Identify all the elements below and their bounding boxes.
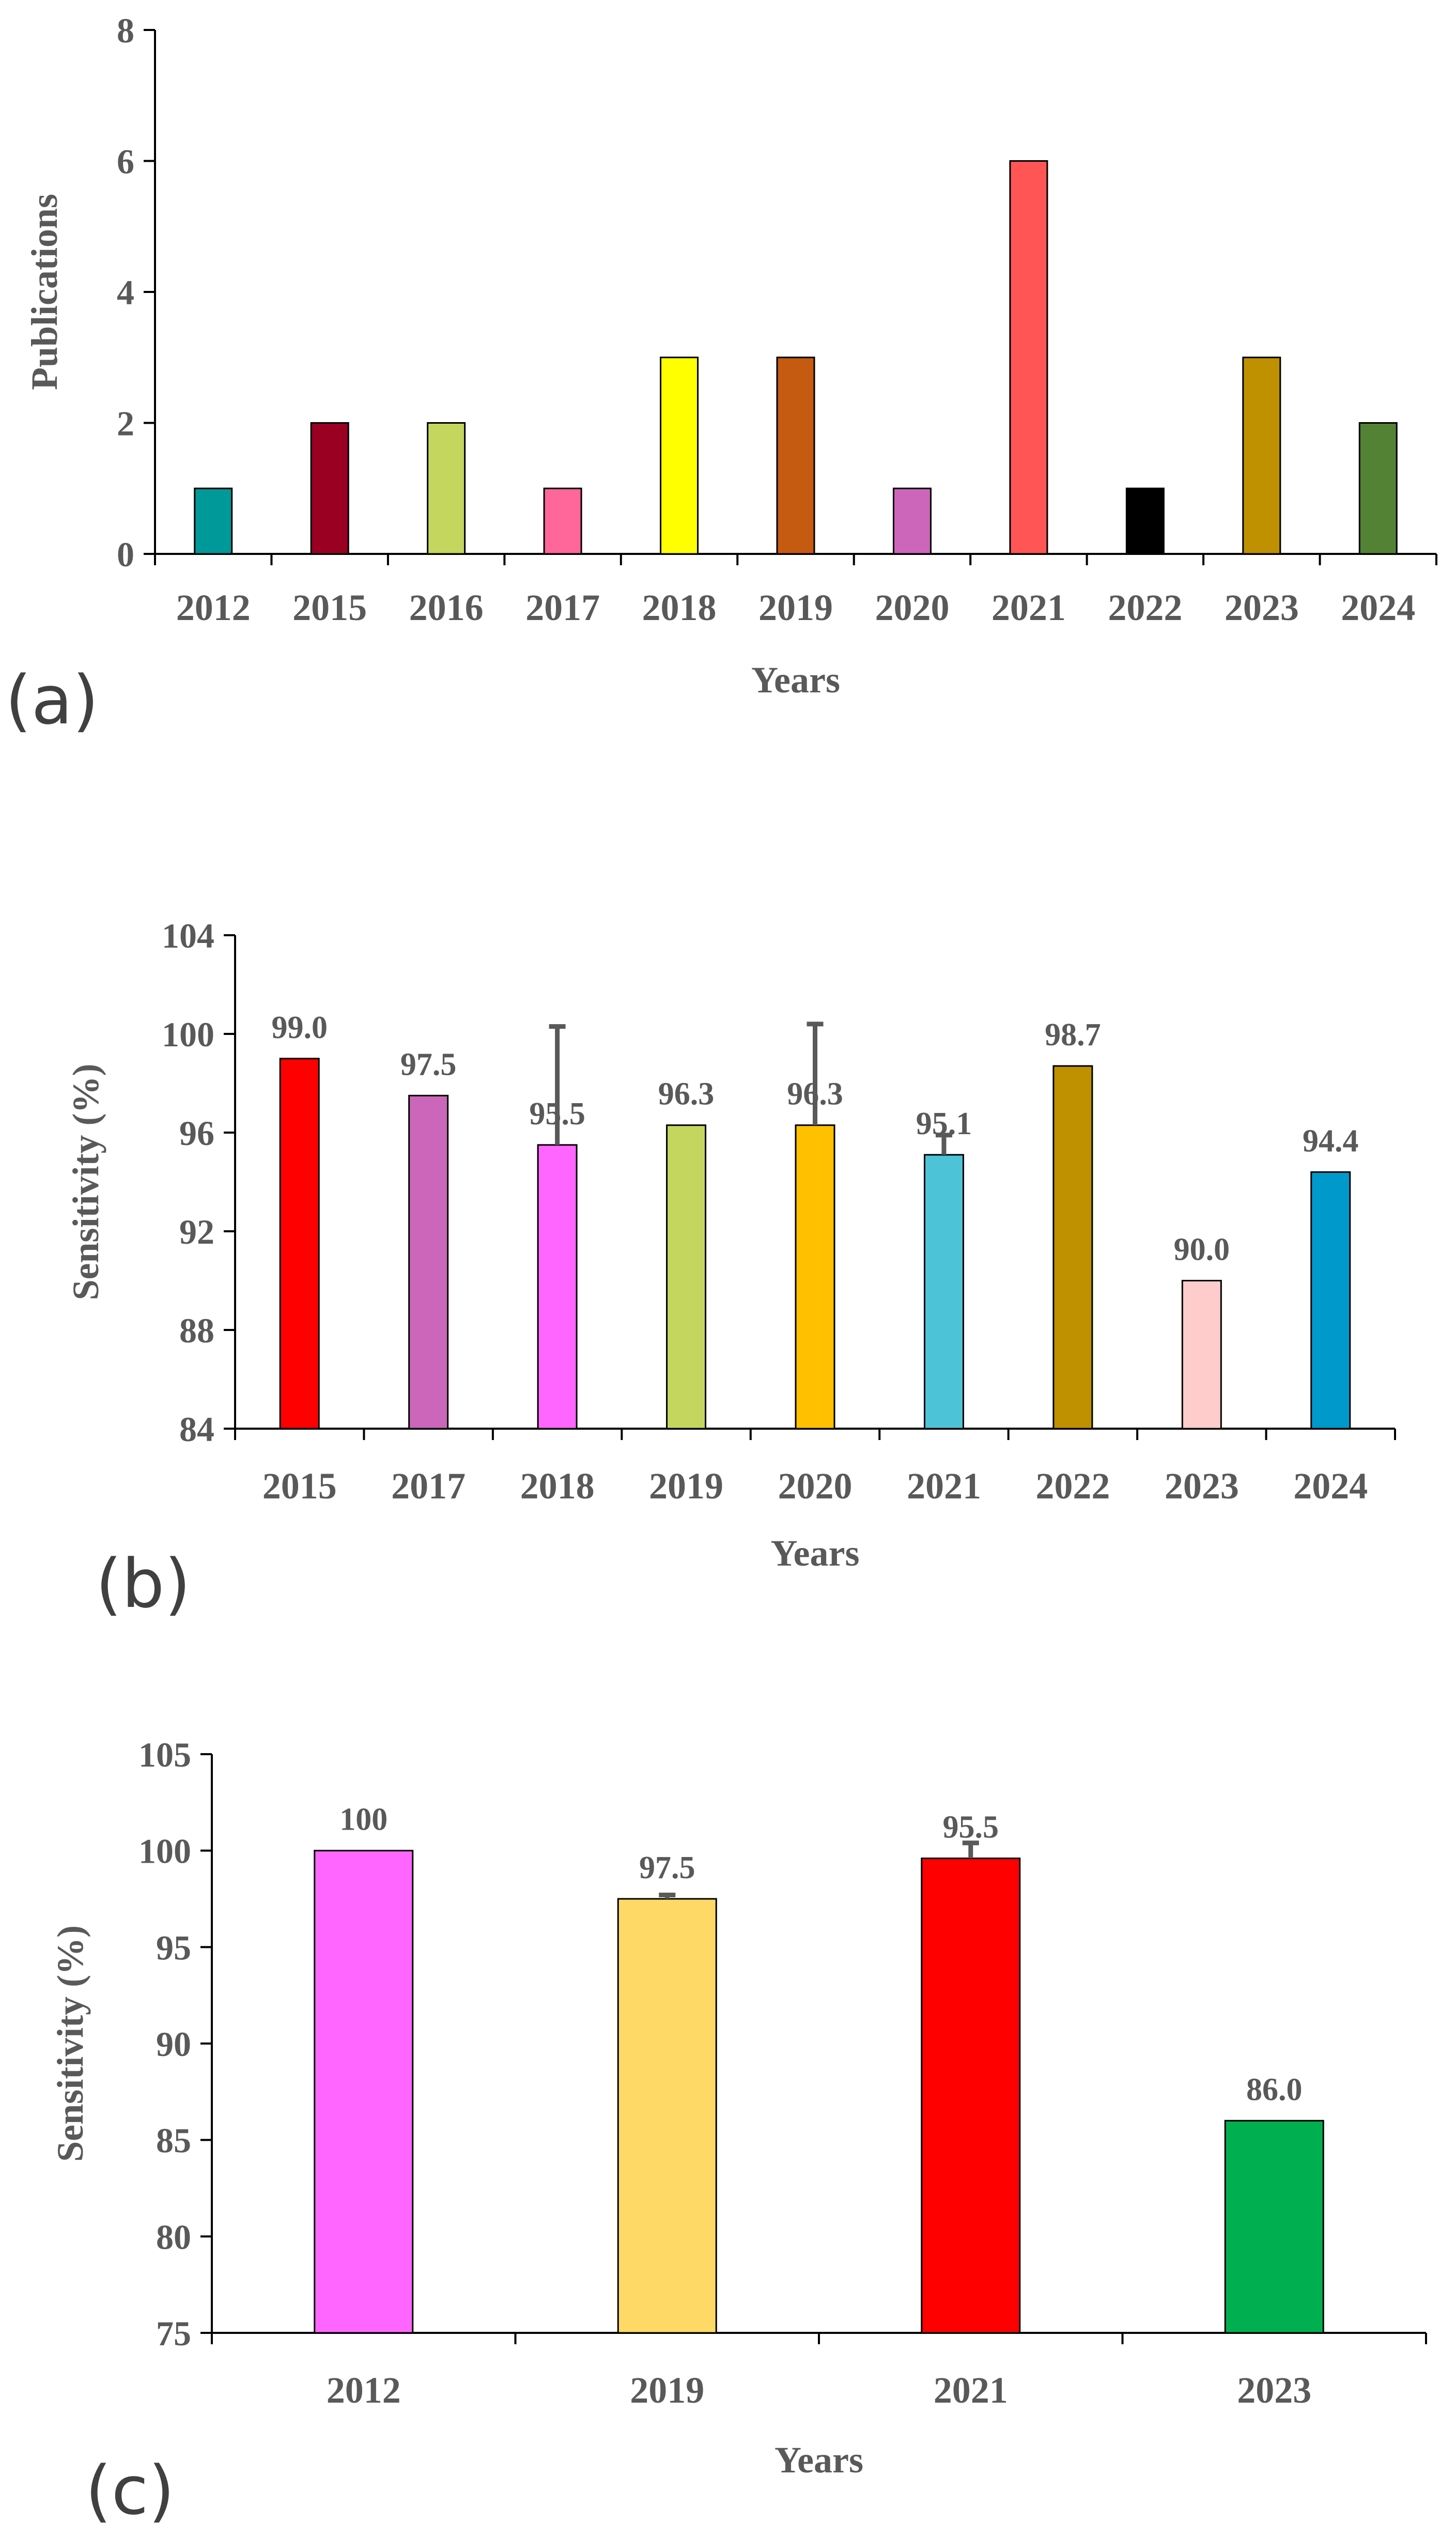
- data-label: 98.7: [1045, 1017, 1101, 1053]
- x-tick-label: 2021: [907, 1465, 981, 1507]
- data-label: 86.0: [1246, 2072, 1303, 2107]
- bar-2019: [776, 357, 815, 555]
- x-tick-label: 2020: [875, 587, 949, 628]
- x-tick-label: 2018: [642, 587, 717, 628]
- y-tick-label: 104: [162, 916, 214, 955]
- x-tick-label: 2017: [391, 1465, 466, 1507]
- y-tick-label: 100: [138, 1832, 191, 1871]
- bar-2023: [1242, 357, 1281, 555]
- bar-2023: [1181, 1280, 1222, 1430]
- y-tick-label: 96: [179, 1113, 214, 1153]
- y-tick-label: 0: [117, 535, 134, 574]
- data-label: 95.1: [916, 1106, 972, 1141]
- data-label: 96.3: [658, 1077, 715, 1112]
- y-tick-label: 75: [156, 2314, 191, 2353]
- bar-2017: [543, 487, 582, 555]
- x-tick-label: 2019: [630, 2370, 704, 2411]
- data-label: 94.4: [1303, 1123, 1359, 1158]
- bar-2023: [1224, 2119, 1324, 2334]
- y-tick-label: 105: [138, 1735, 191, 1774]
- x-tick-label: 2024: [1293, 1465, 1368, 1507]
- panel-label: (b): [96, 1544, 191, 1623]
- bar-2022: [1125, 487, 1165, 555]
- panel-label: (c): [85, 2451, 175, 2530]
- x-axis-title: Years: [771, 1533, 860, 1574]
- data-label: 99.0: [271, 1010, 328, 1045]
- y-tick-label: 92: [179, 1212, 214, 1251]
- x-tick-label: 2017: [525, 587, 600, 628]
- x-tick-label: 2021: [992, 587, 1066, 628]
- bar-2024: [1310, 1171, 1351, 1430]
- x-tick-label: 2023: [1165, 1465, 1239, 1507]
- x-tick-label: 2019: [758, 587, 833, 628]
- chart-c: 75 80 85 90 95 100 105 100 2012 97.5 2019 95.5 2021 8…: [50, 1735, 1427, 2530]
- bar-2012: [194, 487, 233, 555]
- x-tick-label: 2016: [409, 587, 484, 628]
- bar-2018: [537, 1144, 578, 1430]
- x-tick-label: 2020: [778, 1465, 853, 1507]
- bar-2018: [660, 357, 699, 555]
- bar-2021: [923, 1154, 964, 1430]
- bar-2021: [921, 1858, 1021, 2334]
- bar-2015: [279, 1058, 320, 1430]
- x-tick-label: 2021: [934, 2370, 1008, 2411]
- y-tick-label: 8: [117, 11, 134, 50]
- bar-2019: [617, 1898, 717, 2334]
- data-label: 97.5: [639, 1850, 695, 1885]
- data-label: 90.0: [1174, 1232, 1230, 1267]
- bar-2019: [666, 1124, 707, 1430]
- x-tick-label: 2023: [1237, 2370, 1311, 2411]
- x-tick-label: 2012: [176, 587, 251, 628]
- bar-2020: [795, 1124, 835, 1430]
- y-tick-label: 84: [179, 1410, 214, 1449]
- x-tick-label: 2023: [1225, 587, 1299, 628]
- bar-2016: [427, 422, 466, 555]
- y-tick-label: 85: [156, 2121, 191, 2160]
- x-tick-label: 2018: [520, 1465, 595, 1507]
- bar-2022: [1052, 1065, 1093, 1430]
- y-tick-label: 95: [156, 1928, 191, 1967]
- y-tick-label: 88: [179, 1311, 214, 1350]
- y-axis-title: Sensitivity (%): [50, 1925, 91, 2162]
- chart-a: 0 2 4 6 8 2012 2015 2016 2017 2018 2019 2020 2021 202…: [5, 11, 1437, 739]
- data-label: 95.5: [529, 1096, 585, 1132]
- data-label: 100: [339, 1802, 388, 1837]
- x-tick-label: 2022: [1108, 587, 1182, 628]
- y-tick-label: 6: [117, 142, 134, 181]
- y-axis-title: Sensitivity (%): [65, 1064, 106, 1301]
- y-tick-label: 4: [117, 273, 134, 312]
- y-tick-label: 90: [156, 2024, 191, 2064]
- bar-2015: [310, 422, 349, 555]
- panel-label: (a): [5, 661, 99, 739]
- bar-2017: [408, 1094, 449, 1430]
- bar-2020: [892, 487, 932, 555]
- x-tick-label: 2012: [327, 2370, 401, 2411]
- x-tick-label: 2022: [1035, 1465, 1110, 1507]
- data-label: 95.5: [943, 1810, 999, 1845]
- x-tick-label: 2015: [262, 1465, 337, 1507]
- chart-b: 84 88 92 96 100 104 99.0 2015 97.5 2017 95.5 2018 96…: [65, 916, 1396, 1623]
- y-tick-label: 80: [156, 2217, 191, 2256]
- data-label: 96.3: [787, 1077, 843, 1112]
- x-axis-title: Years: [751, 659, 840, 701]
- x-axis-title: Years: [775, 2439, 863, 2481]
- x-tick-label: 2024: [1341, 587, 1415, 628]
- data-label: 97.5: [400, 1047, 457, 1082]
- y-axis-title: Publications: [24, 194, 65, 390]
- x-tick-label: 2019: [649, 1465, 723, 1507]
- bar-2024: [1358, 422, 1398, 555]
- y-tick-label: 100: [162, 1015, 214, 1054]
- bar-2012: [314, 1850, 414, 2334]
- x-tick-label: 2015: [292, 587, 367, 628]
- y-tick-label: 2: [117, 404, 134, 443]
- bar-2021: [1009, 160, 1048, 555]
